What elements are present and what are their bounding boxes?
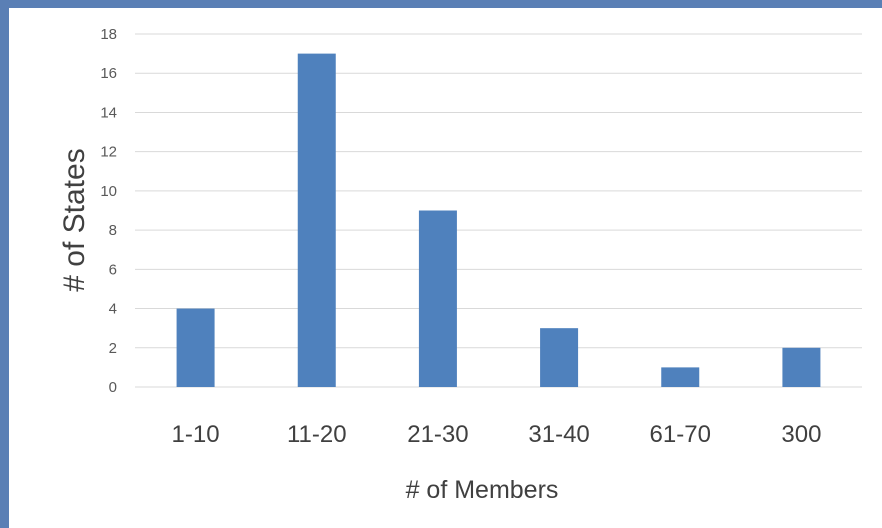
y-tick-label: 18 — [100, 26, 117, 43]
y-tick-label: 16 — [100, 65, 117, 82]
x-tick-label: 1-10 — [172, 421, 220, 448]
y-tick-label: 8 — [109, 222, 117, 239]
bar-31-40 — [540, 328, 579, 387]
y-tick-label: 12 — [100, 144, 117, 161]
bars — [176, 53, 821, 387]
bar-300 — [782, 347, 821, 387]
x-tick-label: 31-40 — [528, 421, 589, 448]
x-axis-label: # of Members — [406, 476, 559, 504]
x-tick-label: 11-20 — [287, 421, 347, 448]
gridlines — [135, 33, 862, 388]
x-axis-categories: 1-10 11-20 21-30 31-40 61-70 300 — [172, 421, 822, 448]
x-tick-label: 61-70 — [650, 421, 711, 448]
x-tick-label: 21-30 — [407, 421, 468, 448]
y-tick-label: 6 — [109, 261, 117, 278]
bar-11-20 — [297, 53, 336, 387]
y-tick-label: 2 — [109, 340, 117, 357]
chart-frame: 0 2 4 6 8 10 12 14 16 18 1-10 11-20 21-30 31-40 61-70… — [9, 8, 882, 528]
y-tick-label: 14 — [100, 104, 117, 121]
y-tick-label: 10 — [100, 183, 117, 200]
bar-1-10 — [176, 308, 215, 387]
bar-21-30 — [418, 210, 457, 387]
y-tick-label: 4 — [109, 301, 117, 318]
y-axis-label: # of States — [58, 148, 91, 291]
y-tick-label: 0 — [109, 379, 117, 396]
bar-chart: 0 2 4 6 8 10 12 14 16 18 1-10 11-20 21-30 31-40 61-70… — [58, 26, 862, 504]
x-tick-label: 300 — [781, 421, 821, 448]
bar-61-70 — [661, 367, 700, 387]
y-axis-ticks: 0 2 4 6 8 10 12 14 16 18 — [100, 26, 117, 396]
